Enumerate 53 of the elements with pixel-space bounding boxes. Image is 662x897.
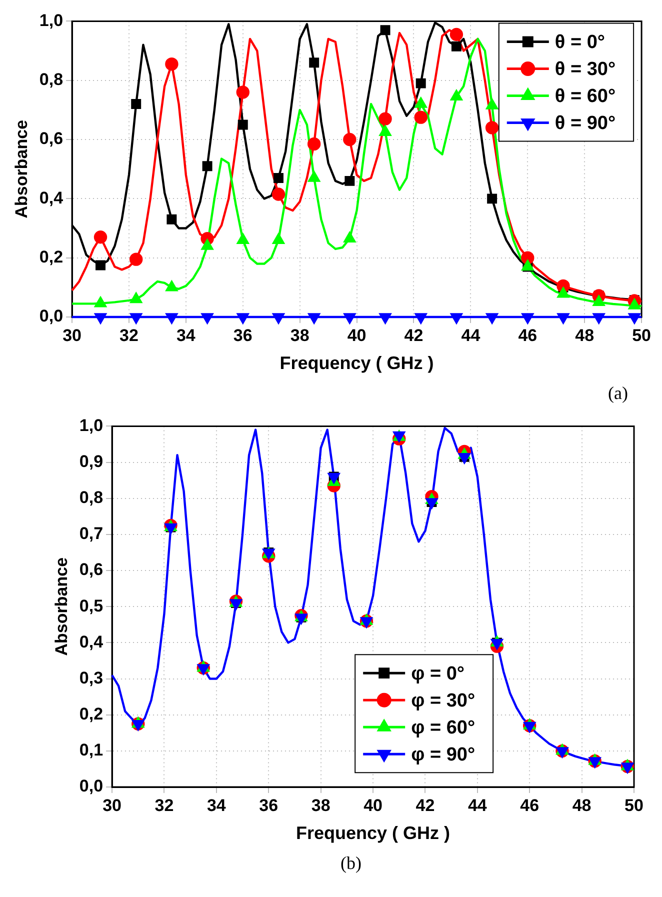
legend-label: φ = 60° xyxy=(411,717,476,738)
y-tick-label: 0,0 xyxy=(39,306,64,326)
x-tick-label: 42 xyxy=(404,326,424,345)
x-tick-label: 40 xyxy=(347,326,366,345)
y-tick-label: 0,2 xyxy=(79,704,104,724)
y-tick-label: 0,4 xyxy=(79,632,104,652)
x-tick-label: 32 xyxy=(120,326,138,345)
x-tick-label: 50 xyxy=(624,796,644,815)
x-tick-label: 34 xyxy=(176,326,196,345)
x-tick-label: 44 xyxy=(468,796,488,815)
y-tick-label: 0,6 xyxy=(79,560,104,580)
x-tick-label: 38 xyxy=(290,326,310,345)
x-tick-label: 46 xyxy=(520,796,540,815)
x-tick-label: 30 xyxy=(102,796,122,815)
text: (b) xyxy=(340,853,362,875)
legend-label: θ = 60° xyxy=(554,86,616,107)
x-tick-label: 46 xyxy=(518,326,538,345)
y-tick-label: 1,0 xyxy=(39,10,64,30)
x-tick-label: 36 xyxy=(233,326,252,345)
text: (a) xyxy=(607,383,629,405)
x-tick-label: 38 xyxy=(311,796,330,815)
y-tick-label: 0,1 xyxy=(79,740,104,760)
legend-label: φ = 0° xyxy=(411,663,465,684)
y-tick-label: 0,4 xyxy=(39,188,64,208)
y-axis-title: Absorbance xyxy=(52,557,71,656)
y-tick-label: 0,8 xyxy=(79,488,104,508)
x-tick-label: 30 xyxy=(62,326,82,345)
y-tick-label: 0,8 xyxy=(39,70,64,90)
x-tick-label: 50 xyxy=(632,326,652,345)
x-tick-label: 48 xyxy=(572,796,592,815)
x-tick-label: 36 xyxy=(259,796,278,815)
x-tick-label: 34 xyxy=(206,796,226,815)
x-axis-title: Frequency ( GHz ) xyxy=(280,353,434,374)
x-tick-label: 40 xyxy=(364,796,382,815)
legend-label: θ = 0° xyxy=(554,32,605,53)
y-tick-label: 0,6 xyxy=(39,129,64,148)
y-tick-label: 0,0 xyxy=(79,776,104,796)
x-tick-label: 42 xyxy=(416,796,435,815)
y-tick-label: 0,5 xyxy=(79,596,104,616)
y-tick-label: 0,9 xyxy=(79,452,104,471)
legend-label: φ = 30° xyxy=(411,690,476,712)
y-tick-label: 0,7 xyxy=(79,524,104,544)
legend-label: θ = 90° xyxy=(554,112,616,134)
legend-label: φ = 90° xyxy=(411,744,476,766)
legend-label: θ = 30° xyxy=(554,58,616,80)
y-axis-title: Absorbance xyxy=(12,120,31,218)
y-tick-label: 1,0 xyxy=(79,416,104,435)
x-tick-label: 44 xyxy=(461,326,481,345)
x-axis-title: Frequency ( GHz ) xyxy=(296,823,450,844)
y-tick-label: 0,2 xyxy=(39,248,64,267)
x-tick-label: 48 xyxy=(575,326,594,345)
y-tick-label: 0,3 xyxy=(79,668,104,688)
x-tick-label: 32 xyxy=(154,796,174,815)
